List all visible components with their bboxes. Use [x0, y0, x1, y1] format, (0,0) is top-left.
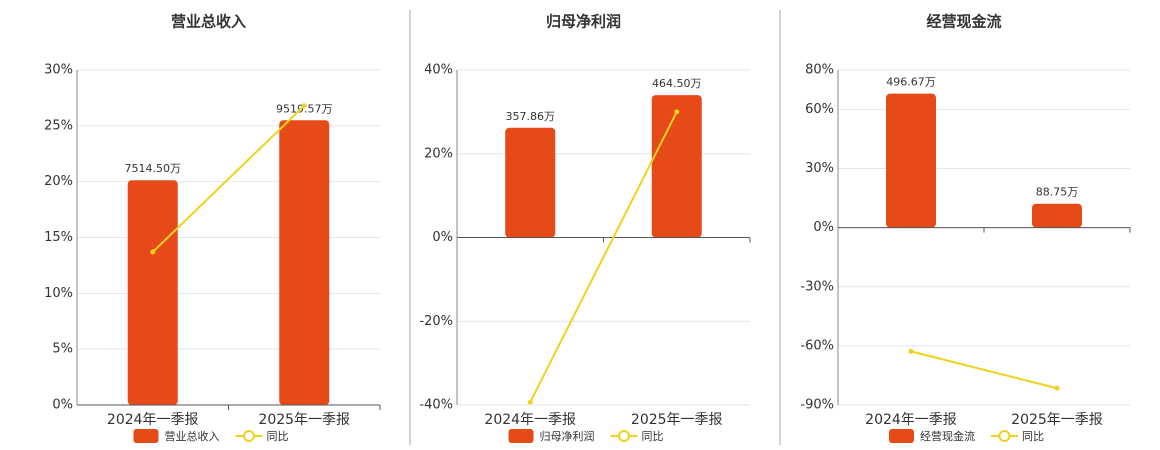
- legend-swatch: [618, 430, 630, 442]
- y-tick-label: 25%: [44, 118, 73, 133]
- y-tick-label: -30%: [800, 279, 834, 294]
- y-tick-label: 0%: [432, 230, 453, 245]
- y-tick-label: 30%: [805, 161, 834, 176]
- line: [910, 350, 1058, 390]
- value-label: 7514.50万: [125, 162, 182, 175]
- line: [152, 105, 305, 253]
- y-tick-label: 20%: [44, 174, 73, 189]
- value-label: 88.75万: [1036, 186, 1079, 199]
- legend-swatch: [889, 429, 914, 443]
- y-tick-label: 5%: [52, 342, 73, 357]
- legend-label: 同比: [642, 430, 664, 443]
- legend-label: 同比: [1022, 430, 1044, 443]
- line-point: [150, 249, 156, 255]
- y-tick-label: 30%: [44, 63, 73, 78]
- chart-title: 营业总收入: [171, 13, 246, 31]
- x-tick-label: 2025年一季报: [631, 412, 723, 428]
- y-tick-label: 40%: [424, 63, 453, 78]
- legend-swatch: [133, 429, 159, 443]
- line-point: [908, 348, 914, 354]
- chart-title: 归母净利润: [546, 13, 621, 31]
- y-tick-label: -60%: [800, 338, 834, 353]
- y-tick-label: -20%: [419, 314, 453, 329]
- y-tick-label: 80%: [805, 63, 834, 78]
- y-tick-label: 10%: [44, 286, 73, 301]
- x-tick-label: 2025年一季报: [1011, 412, 1103, 428]
- x-tick-label: 2024年一季报: [484, 412, 576, 428]
- x-tick-label: 2024年一季报: [865, 412, 957, 428]
- value-label: 9519.57万: [276, 102, 333, 115]
- y-tick-label: -40%: [419, 398, 453, 413]
- line: [529, 111, 678, 403]
- legend-swatch: [508, 429, 534, 443]
- bar: [651, 95, 702, 238]
- bar: [886, 93, 936, 228]
- y-tick-label: 0%: [52, 398, 73, 413]
- value-label: 464.50万: [652, 77, 702, 90]
- legend-label: 同比: [267, 430, 289, 443]
- legend-label: 归母净利润: [540, 429, 595, 443]
- legend-swatch: [998, 430, 1011, 442]
- x-tick-label: 2025年一季报: [258, 412, 350, 428]
- y-tick-label: 0%: [813, 220, 834, 235]
- bar: [279, 120, 330, 405]
- legend-label: 经营现金流: [920, 429, 975, 443]
- line-point: [1054, 385, 1060, 391]
- y-tick-label: -90%: [800, 398, 834, 413]
- legend-label: 营业总收入: [165, 429, 220, 443]
- bar: [1032, 203, 1082, 228]
- legend-swatch: [243, 430, 255, 442]
- y-tick-label: 20%: [424, 146, 453, 161]
- line-point: [527, 399, 533, 405]
- bar: [505, 127, 556, 238]
- bar: [127, 180, 178, 405]
- value-label: 496.67万: [886, 76, 936, 89]
- line-point: [674, 109, 680, 115]
- x-tick-label: 2024年一季报: [107, 412, 199, 428]
- y-tick-label: 60%: [805, 102, 834, 117]
- chart-title: 经营现金流: [926, 13, 1001, 31]
- y-tick-label: 15%: [44, 230, 73, 245]
- line-point: [301, 103, 307, 109]
- value-label: 357.86万: [506, 110, 556, 123]
